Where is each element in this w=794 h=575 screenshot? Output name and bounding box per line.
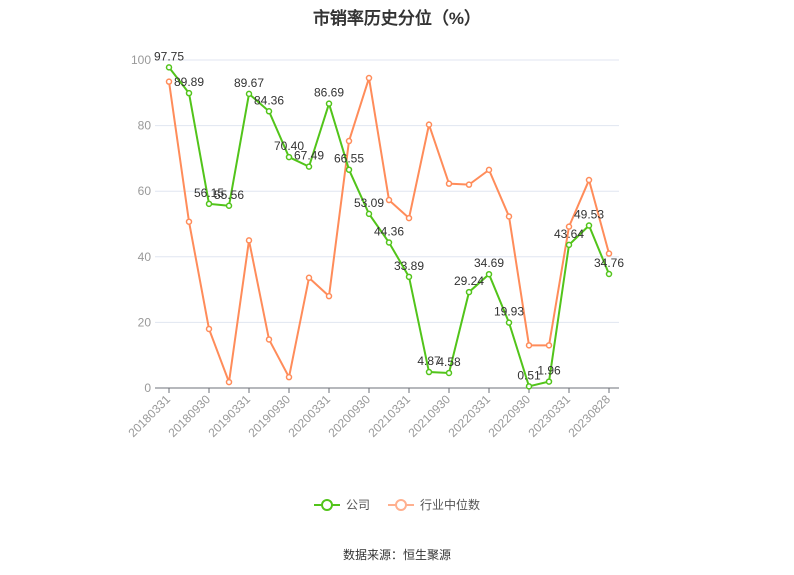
y-tick-label: 100 [131, 53, 151, 67]
data-label: 84.36 [254, 93, 284, 107]
legend: 公司 行业中位数 [0, 496, 794, 513]
x-tick-label: 20230828 [565, 392, 613, 440]
data-point [305, 163, 313, 170]
data-point [545, 378, 553, 385]
data-label: 56.15 [194, 186, 224, 200]
data-point [465, 288, 473, 296]
data-point [165, 78, 173, 85]
data-point [485, 270, 493, 278]
legend-label-company: 公司 [345, 498, 370, 512]
data-point [305, 274, 313, 282]
data-point [585, 176, 593, 184]
data-point [445, 180, 453, 187]
data-label: 66.55 [334, 152, 364, 166]
x-tick-label: 20230331 [525, 392, 573, 440]
data-point [185, 218, 193, 225]
data-point [185, 89, 193, 97]
data-label: 86.69 [314, 86, 344, 100]
data-point [325, 100, 333, 107]
data-point [385, 239, 393, 246]
data-point [405, 273, 413, 281]
data-point [205, 200, 213, 208]
data-point [445, 369, 453, 377]
y-tick-label: 60 [138, 184, 152, 198]
x-tick-label: 20220930 [485, 392, 533, 440]
x-tick-label: 20210331 [365, 392, 413, 440]
data-point [545, 342, 553, 349]
data-point [225, 378, 233, 386]
data-label: 34.76 [594, 256, 624, 270]
legend-label-industry: 行业中位数 [420, 498, 481, 512]
data-point [265, 336, 273, 343]
data-label: 29.24 [454, 274, 484, 288]
data-point [285, 373, 293, 381]
data-point [525, 383, 533, 390]
x-tick-label: 20190930 [245, 392, 293, 440]
data-point [565, 241, 573, 249]
data-label: 67.49 [294, 149, 324, 163]
data-point [605, 270, 613, 278]
data-label: 34.69 [474, 256, 504, 270]
data-point [325, 292, 333, 300]
data-label: 33.89 [394, 259, 424, 273]
legend-company-icon [313, 498, 340, 511]
data-label: 1.96 [537, 364, 561, 378]
data-point [385, 196, 393, 204]
data-label: 49.53 [574, 208, 604, 222]
data-point [485, 166, 493, 174]
x-tick-label: 20180331 [125, 392, 173, 440]
data-point [165, 64, 173, 71]
data-point [285, 153, 293, 161]
legend-industry-icon [388, 498, 414, 511]
data-label: 44.36 [374, 224, 404, 238]
data-point [465, 181, 473, 188]
data-point [565, 223, 573, 230]
data-point [585, 222, 593, 229]
data-point [405, 214, 413, 222]
data-point [425, 121, 433, 128]
data-point [525, 342, 533, 349]
source-note: 数据来源：恒生聚源 [342, 548, 451, 562]
data-point [505, 213, 513, 220]
data-label: 89.67 [234, 76, 264, 90]
x-tick-label: 20200930 [325, 392, 373, 440]
data-point [345, 137, 353, 145]
data-point [245, 90, 253, 98]
data-point [365, 210, 373, 218]
y-tick-label: 20 [138, 315, 152, 329]
data-label: 70.40 [274, 139, 304, 153]
data-point [225, 202, 233, 210]
data-label: 43.64 [554, 227, 584, 241]
y-tick-label: 0 [144, 381, 151, 395]
chart-title: 市销率历史分位（%） [312, 9, 482, 28]
data-label: 0.51 [517, 368, 541, 382]
x-tick-label: 20200331 [285, 392, 333, 440]
y-tick-label: 80 [138, 119, 152, 133]
data-label: 4.87 [417, 354, 441, 368]
data-label: 19.93 [494, 305, 524, 319]
data-point [205, 325, 213, 333]
x-tick-label: 20180930 [165, 392, 213, 440]
data-point [365, 74, 373, 82]
legend-item-company[interactable]: 公司 [313, 496, 370, 513]
data-point [245, 237, 253, 244]
data-point [345, 166, 353, 173]
data-label: 89.89 [174, 75, 204, 89]
data-label: 4.58 [437, 355, 461, 369]
x-tick-label: 20190331 [205, 392, 253, 440]
data-label: 97.75 [154, 49, 184, 63]
legend-item-industry[interactable]: 行业中位数 [388, 496, 480, 513]
line-chart: 0 20 40 60 80 100 2018033120180930201903312019… [125, 49, 624, 440]
y-tick-label: 40 [138, 250, 152, 264]
data-point [265, 108, 273, 115]
data-point [605, 250, 613, 257]
data-point [425, 368, 433, 376]
x-tick-label: 20220331 [445, 392, 493, 440]
x-tick-label: 20210930 [405, 392, 453, 440]
data-label: 55.56 [214, 188, 244, 202]
data-label: 53.09 [354, 196, 384, 210]
data-point [505, 319, 513, 326]
